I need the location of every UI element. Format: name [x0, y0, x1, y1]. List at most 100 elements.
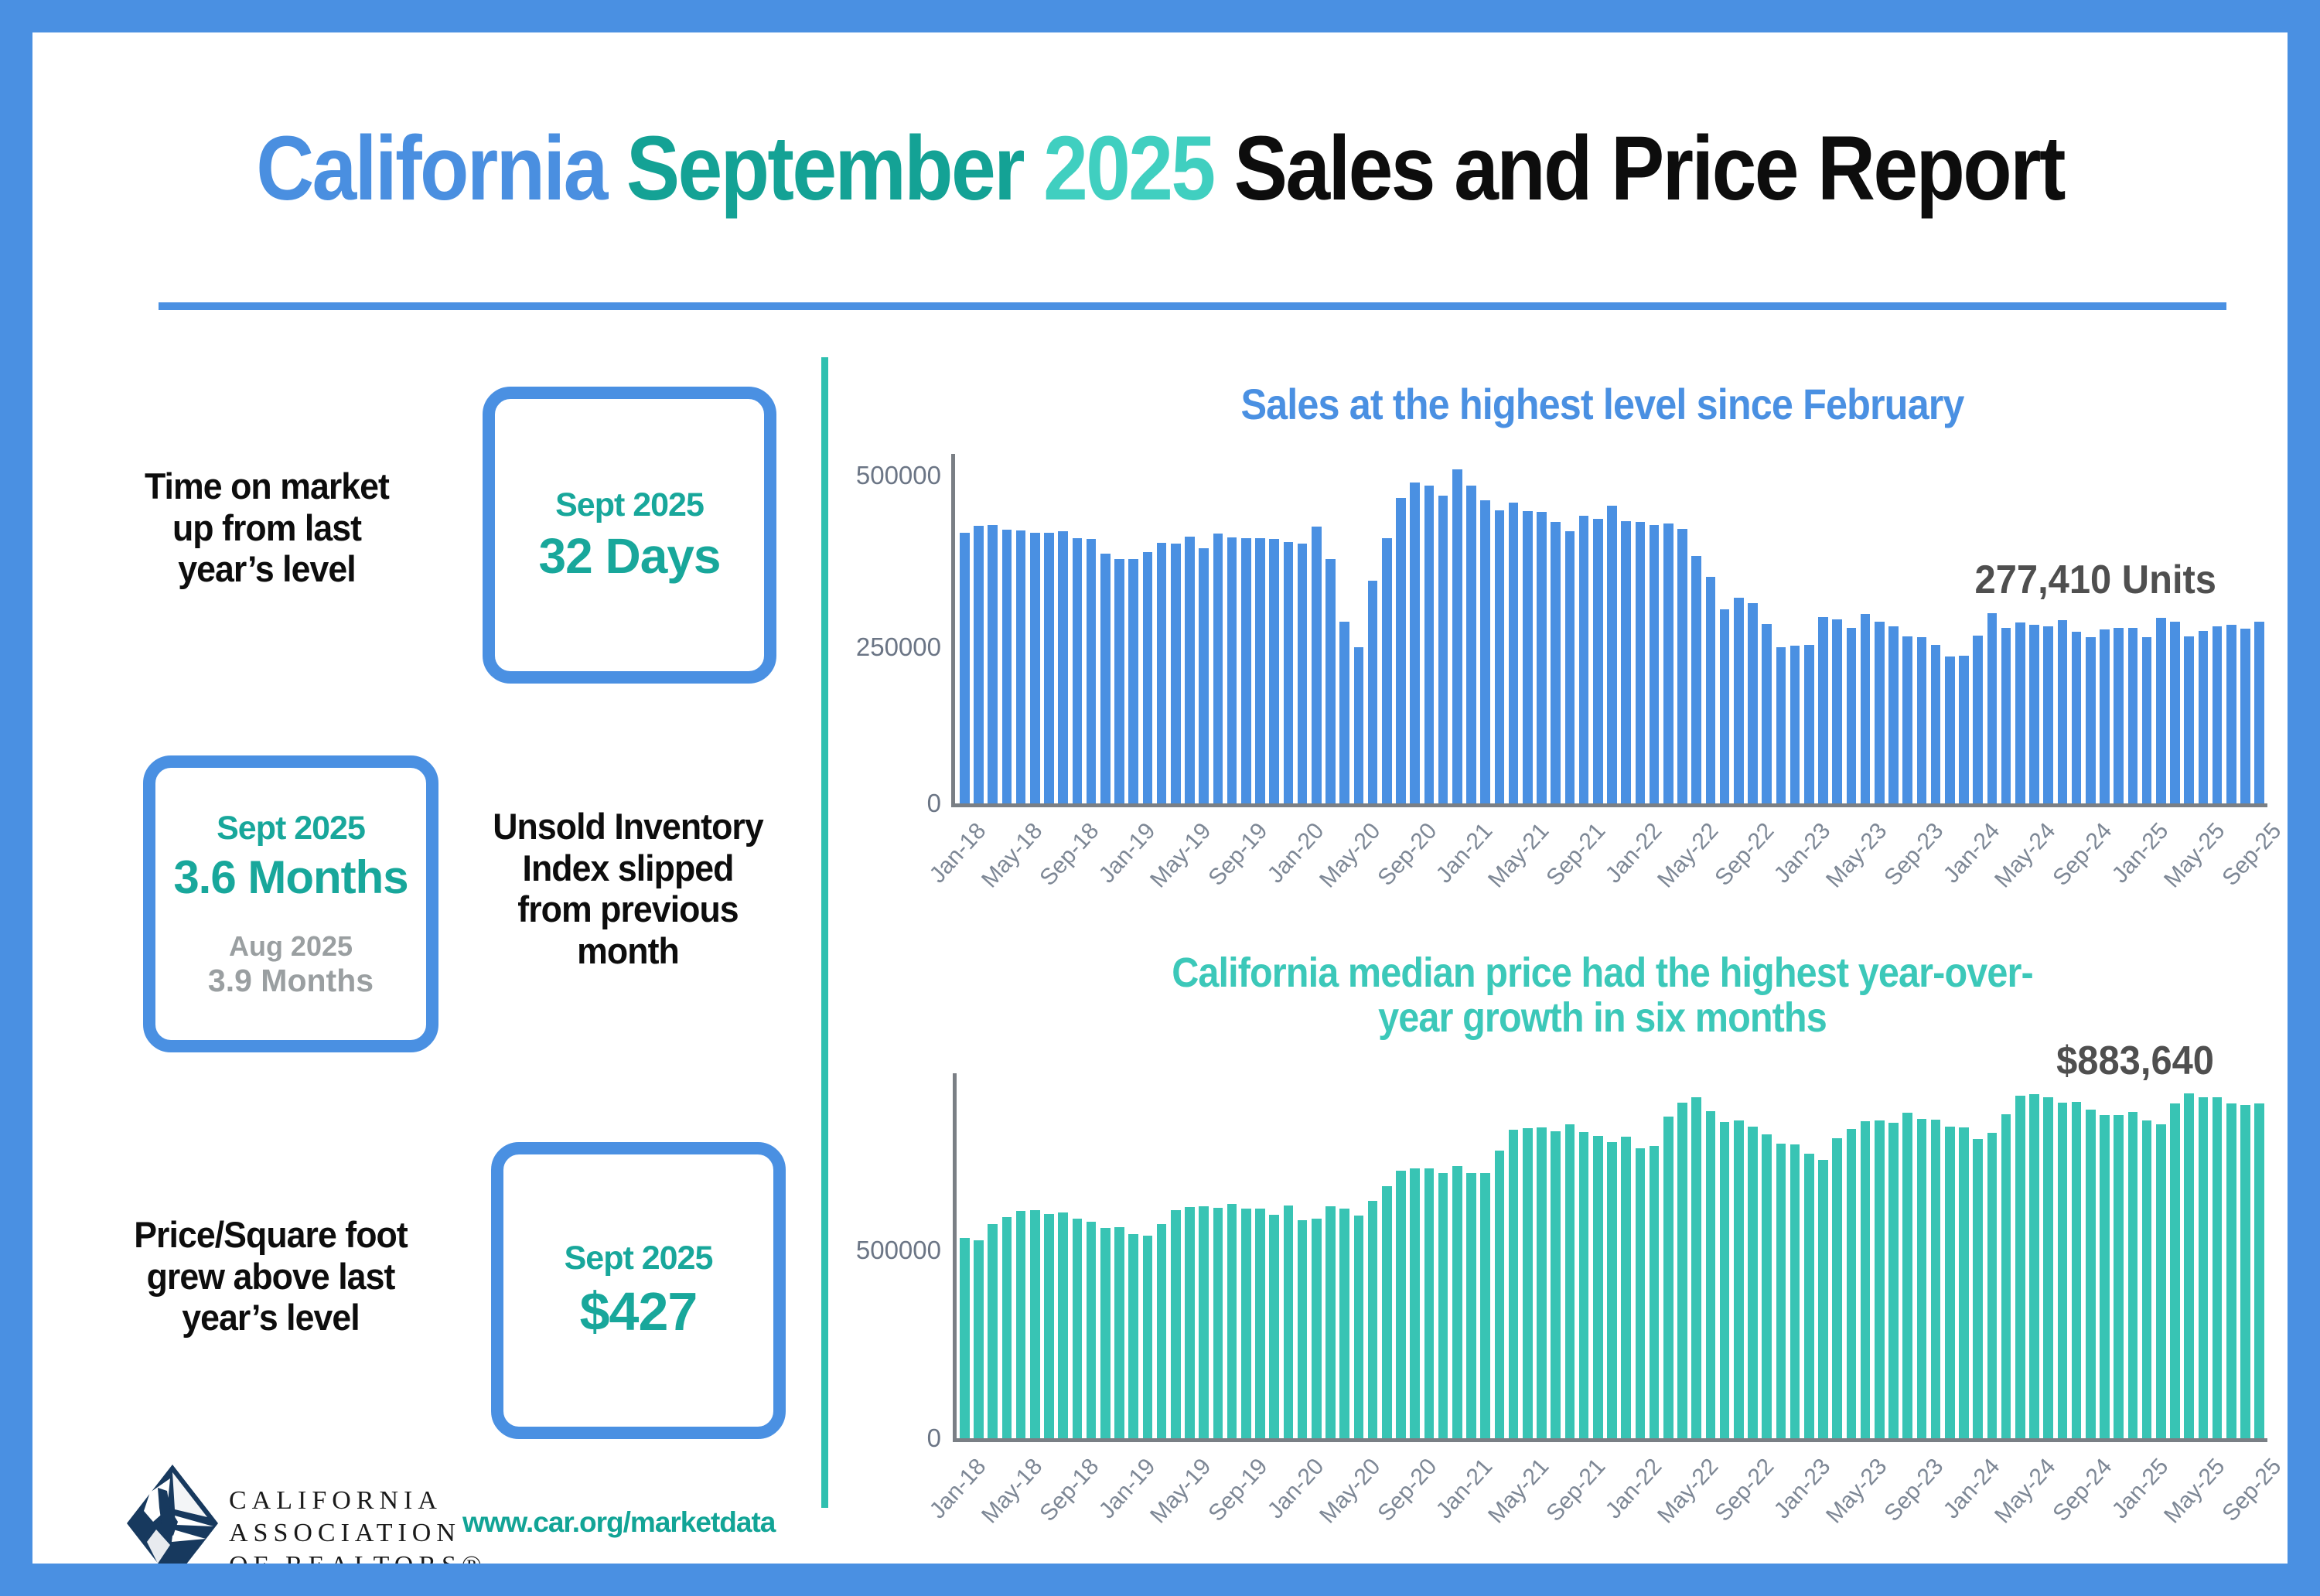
price-bar: [2100, 1115, 2110, 1438]
sales-bar: [960, 533, 970, 803]
sales-bar: [988, 525, 998, 803]
stat-box-days-value: 32 Days: [538, 527, 722, 584]
sales-annotation: 277,410 Units: [1974, 558, 2216, 602]
stat-box-period-label: Sept 2025: [564, 1239, 714, 1277]
price-bar: [1875, 1120, 1885, 1438]
sales-bar: [1734, 598, 1744, 803]
title-california: California: [256, 118, 626, 220]
sales-bar: [1551, 522, 1561, 803]
sales-bar: [1100, 554, 1111, 803]
sales-bar: [1564, 531, 1575, 803]
sales-bar: [1860, 614, 1871, 803]
price-bar: [1171, 1210, 1181, 1438]
sales-bar: [1987, 613, 1998, 803]
price-bar: [1635, 1148, 1646, 1438]
sales-bar: [1677, 529, 1687, 803]
marketdata-link[interactable]: www.car.org/marketdata: [462, 1506, 776, 1538]
price-bar: [1564, 1124, 1575, 1438]
stat-text-price-per-sqft: Price/Square foot grew above last year’s…: [134, 1214, 408, 1339]
sales-bar: [1213, 534, 1223, 803]
price-bar: [1593, 1136, 1603, 1438]
car-logo-icon: [127, 1465, 218, 1564]
stat-box-unsold-inventory: Sept 2025 3.6 Months Aug 2025 3.9 Months: [143, 755, 438, 1052]
stat-box-prev-months-value: 3.9 Months: [207, 962, 374, 998]
sales-bar: [1058, 531, 1068, 803]
sales-bar: [1789, 646, 1800, 803]
price-bar: [1888, 1123, 1899, 1438]
sales-bar: [2226, 625, 2236, 803]
price-bar: [2086, 1110, 2096, 1438]
sales-bar: [1185, 537, 1195, 803]
stat-box-price-value: $427: [579, 1281, 698, 1342]
price-chart-title-line1: California median price had the highest …: [1172, 950, 2033, 996]
sales-bar: [1283, 542, 1294, 803]
sales-ytick-500000: 500000: [855, 461, 941, 489]
price-bar: [1142, 1236, 1153, 1438]
sales-bar: [1382, 538, 1392, 803]
price-bar: [1789, 1144, 1800, 1438]
price-bar: [1255, 1209, 1265, 1438]
price-bar: [1086, 1222, 1097, 1438]
price-bar: [1452, 1166, 1462, 1438]
price-bar: [2170, 1103, 2180, 1438]
price-bar: [2212, 1097, 2223, 1438]
price-bar: [1607, 1142, 1617, 1438]
sales-bar: [1916, 637, 1927, 803]
price-bar: [1537, 1127, 1547, 1438]
price-bar: [1762, 1134, 1772, 1438]
price-bar: [1551, 1131, 1561, 1438]
sales-bar: [1114, 559, 1124, 803]
price-bar: [1438, 1173, 1448, 1438]
price-bar: [1353, 1216, 1364, 1438]
sales-bar: [2127, 628, 2138, 803]
sales-bar: [1959, 656, 1969, 803]
price-bar: [1959, 1127, 1969, 1438]
price-bar: [1818, 1160, 1828, 1438]
price-bar: [960, 1238, 970, 1438]
price-bar: [2226, 1103, 2236, 1438]
sales-bar: [1312, 527, 1322, 803]
price-bar: [1185, 1207, 1195, 1438]
price-bar: [2254, 1103, 2264, 1438]
price-bar: [2043, 1097, 2053, 1438]
sales-bar: [2015, 622, 2025, 803]
sales-bar: [1227, 537, 1237, 803]
price-bar: [1001, 1217, 1012, 1438]
sales-bar: [1818, 617, 1828, 803]
price-bar: [1325, 1206, 1336, 1438]
sales-bar: [1945, 656, 1955, 803]
sales-bar: [1846, 628, 1857, 803]
sales-bar: [1142, 552, 1153, 803]
price-bar: [1367, 1201, 1378, 1438]
sales-bar: [1719, 609, 1730, 803]
sales-bar: [1635, 522, 1646, 803]
price-bar: [1945, 1127, 1955, 1438]
price-bar: [1705, 1111, 1716, 1438]
price-bar: [1396, 1171, 1406, 1438]
sales-bar: [1832, 619, 1842, 803]
sales-bar: [1339, 622, 1349, 803]
sales-bar: [2100, 629, 2110, 803]
price-bar: [1719, 1122, 1730, 1438]
price-bar: [1930, 1120, 1941, 1438]
sales-bar: [1776, 647, 1786, 803]
price-bar: [1382, 1186, 1392, 1438]
stat-box-period-label: Sept 2025: [555, 486, 705, 523]
sales-bar: [1396, 498, 1406, 803]
car-logo-line3: OF REALTORS®: [229, 1551, 487, 1581]
price-bar: [1312, 1219, 1322, 1438]
price-bar: [2141, 1120, 2152, 1438]
title-rest: Sales and Price Report: [1233, 118, 2066, 220]
stat-box-days-on-market: Sept 2025 32 Days: [483, 387, 776, 684]
car-logo-line2: ASSOCIATION: [229, 1519, 461, 1548]
sales-bar: [2057, 620, 2068, 803]
price-bar: [1114, 1227, 1124, 1438]
price-bar: [1916, 1119, 1927, 1438]
price-bar: [1339, 1209, 1349, 1438]
sales-bar: [1367, 581, 1378, 803]
sales-bar: [2254, 622, 2264, 803]
sales-bar: [2029, 625, 2039, 803]
sales-bar: [1241, 538, 1251, 803]
price-x-axis: [953, 1438, 2267, 1442]
price-bar: [2156, 1124, 2166, 1438]
